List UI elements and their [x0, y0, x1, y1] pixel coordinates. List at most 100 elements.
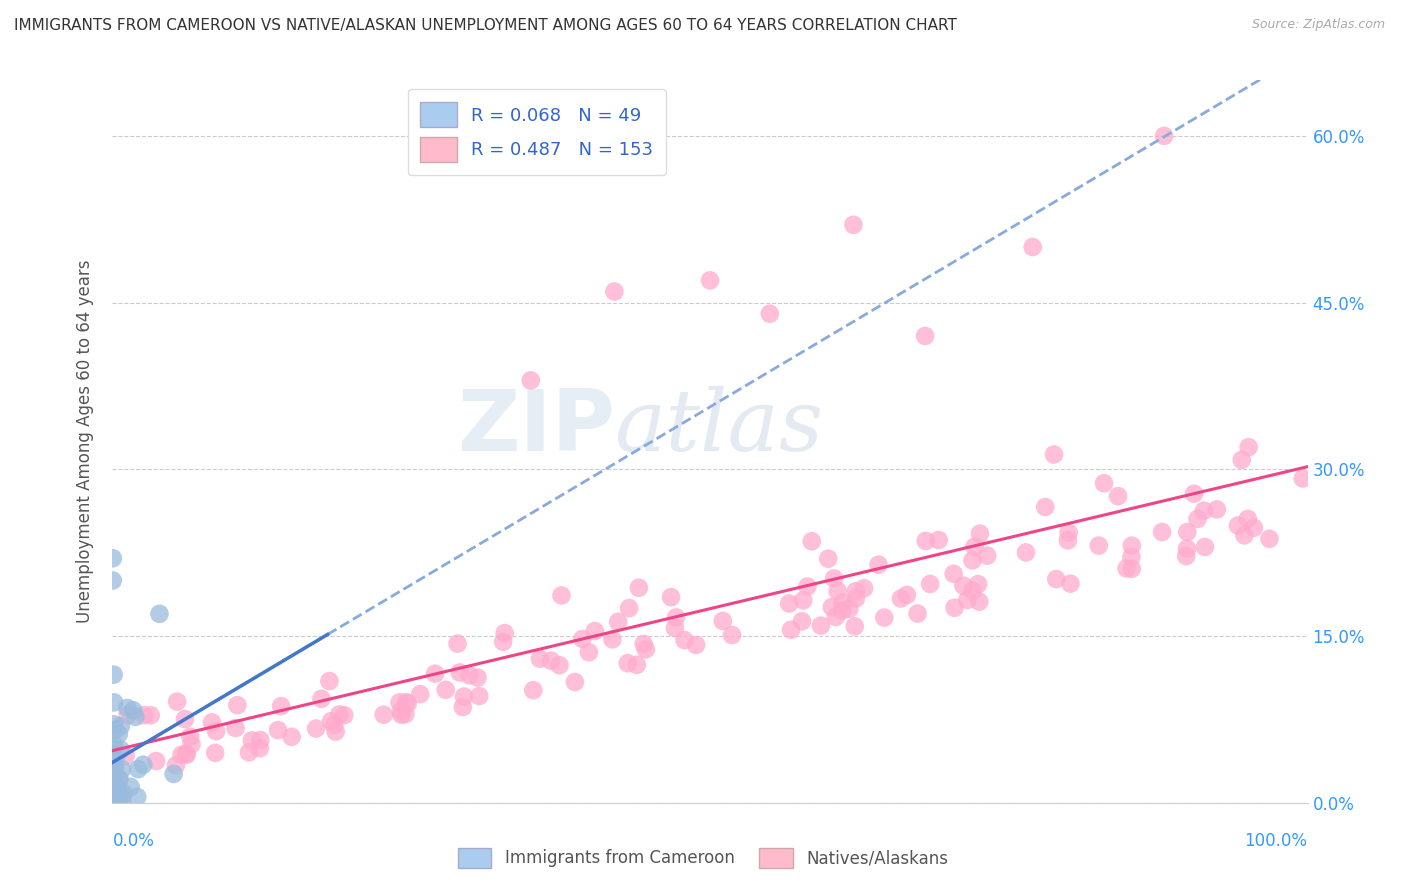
Point [890, 591, 912, 606]
Point [103, 738, 125, 752]
Point [389, 705, 412, 719]
Point [1033, 500, 1056, 514]
Point [969, 595, 991, 609]
Point [127, 762, 149, 776]
Point [564, 675, 586, 690]
Point [659, 590, 682, 604]
Point [101, 789, 124, 804]
Point [896, 588, 918, 602]
Point [626, 657, 648, 672]
Point [823, 571, 845, 585]
Point [249, 741, 271, 756]
Point [101, 781, 124, 796]
Point [1152, 524, 1174, 539]
Point [104, 723, 127, 737]
Point [423, 666, 446, 681]
Point [101, 793, 124, 807]
Point [529, 651, 551, 665]
Point [163, 767, 186, 781]
Point [101, 551, 124, 566]
Point [180, 738, 202, 752]
Point [225, 721, 247, 735]
Point [105, 795, 128, 809]
Point [790, 615, 813, 629]
Point [328, 707, 350, 722]
Point [550, 589, 572, 603]
Point [453, 690, 475, 704]
Point [249, 733, 271, 747]
Point [853, 581, 876, 595]
Legend: Immigrants from Cameroon, Natives/Alaskans: Immigrants from Cameroon, Natives/Alaska… [451, 841, 955, 875]
Text: Source: ZipAtlas.com: Source: ZipAtlas.com [1251, 18, 1385, 31]
Point [240, 733, 263, 747]
Point [103, 717, 125, 731]
Point [800, 534, 823, 549]
Point [117, 701, 139, 715]
Point [1292, 471, 1315, 485]
Point [845, 591, 868, 606]
Point [333, 708, 356, 723]
Point [434, 682, 457, 697]
Point [956, 593, 979, 607]
Point [1107, 489, 1129, 503]
Point [101, 762, 124, 776]
Point [105, 785, 128, 799]
Point [170, 747, 193, 762]
Point [942, 566, 965, 581]
Point [494, 626, 516, 640]
Point [976, 549, 998, 563]
Point [101, 775, 124, 789]
Point [319, 714, 342, 729]
Point [373, 707, 395, 722]
Point [1226, 518, 1249, 533]
Point [165, 758, 187, 772]
Point [395, 695, 418, 709]
Point [1015, 545, 1038, 559]
Point [1057, 525, 1080, 540]
Point [634, 642, 657, 657]
Point [105, 786, 128, 800]
Point [101, 776, 124, 790]
Point [963, 540, 986, 554]
Point [821, 600, 844, 615]
Point [103, 695, 125, 709]
Point [389, 707, 412, 722]
Point [1121, 549, 1143, 564]
Point [451, 700, 474, 714]
Point [1043, 448, 1066, 462]
Point [311, 691, 333, 706]
Point [318, 674, 340, 689]
Point [1258, 532, 1281, 546]
Point [603, 285, 626, 299]
Point [633, 637, 655, 651]
Point [103, 667, 125, 681]
Point [1115, 561, 1137, 575]
Point [711, 614, 734, 628]
Point [394, 707, 416, 722]
Point [540, 654, 562, 668]
Point [108, 772, 131, 786]
Text: 0.0%: 0.0% [112, 831, 155, 850]
Point [101, 574, 124, 588]
Point [111, 763, 134, 777]
Point [204, 746, 226, 760]
Point [962, 553, 984, 567]
Point [388, 695, 411, 709]
Point [602, 632, 624, 647]
Point [673, 633, 696, 648]
Point [108, 772, 131, 787]
Point [201, 715, 224, 730]
Point [831, 603, 853, 617]
Point [868, 558, 890, 572]
Point [914, 533, 936, 548]
Point [1243, 521, 1265, 535]
Point [110, 742, 132, 756]
Point [270, 699, 292, 714]
Point [780, 623, 803, 637]
Point [267, 723, 290, 738]
Point [176, 747, 198, 762]
Point [114, 748, 136, 763]
Point [778, 597, 800, 611]
Point [458, 668, 481, 682]
Point [952, 579, 974, 593]
